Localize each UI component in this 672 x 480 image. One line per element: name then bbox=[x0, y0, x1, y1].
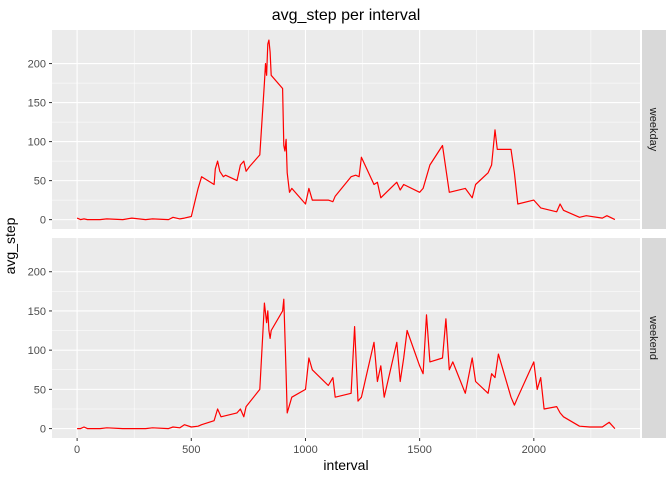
y-tick-label: 50 bbox=[34, 384, 46, 396]
panel-background bbox=[52, 30, 640, 229]
facet-strip-label: weekend bbox=[647, 315, 659, 360]
chart-title: avg_step per interval bbox=[272, 7, 421, 24]
x-axis: 0 500 1000 1500 2000 bbox=[74, 438, 546, 456]
x-tick-label: 1000 bbox=[293, 444, 317, 456]
series-line bbox=[76, 39, 616, 221]
y-axis-title: avg_step bbox=[2, 217, 18, 274]
x-tick-label: 500 bbox=[182, 444, 200, 456]
panel-weekday: 0 50 100 150 200 weekday bbox=[28, 30, 666, 229]
facet-strip-label: weekday bbox=[647, 107, 659, 152]
y-tick-label: 200 bbox=[28, 59, 46, 71]
x-tick-label: 0 bbox=[74, 444, 80, 456]
x-axis-title: interval bbox=[323, 457, 368, 473]
y-tick-label: 0 bbox=[40, 215, 46, 227]
y-tick-label: 150 bbox=[28, 98, 46, 110]
x-tick-label: 1500 bbox=[407, 444, 431, 456]
panel-weekend: 0 50 100 150 200 weekend bbox=[28, 238, 666, 438]
series-line bbox=[77, 298, 616, 430]
facet-strip bbox=[642, 238, 666, 438]
y-tick-label: 100 bbox=[28, 345, 46, 357]
facet-strip bbox=[642, 30, 666, 229]
y-tick-label: 0 bbox=[40, 424, 46, 436]
y-tick-label: 150 bbox=[28, 306, 46, 318]
facet-panels: 0 50 100 150 200 weekday 0 50 100 150 200 weekend bbox=[28, 30, 666, 438]
x-tick-label: 2000 bbox=[522, 444, 546, 456]
y-tick-label: 100 bbox=[28, 137, 46, 149]
y-tick-label: 200 bbox=[28, 267, 46, 279]
y-tick-label: 50 bbox=[34, 176, 46, 188]
